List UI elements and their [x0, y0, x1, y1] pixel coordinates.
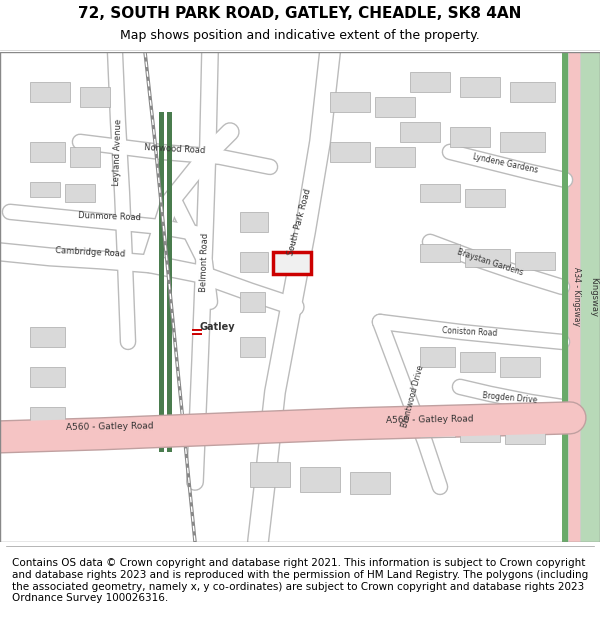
Polygon shape — [450, 127, 490, 147]
Text: A34 - Kingsway: A34 - Kingsway — [571, 268, 581, 326]
Text: South Park Road: South Park Road — [287, 188, 313, 256]
Polygon shape — [375, 97, 415, 117]
Polygon shape — [510, 82, 555, 102]
Polygon shape — [500, 357, 540, 377]
Text: Lyndene Gardens: Lyndene Gardens — [472, 152, 538, 175]
Bar — [273, 252, 311, 274]
Polygon shape — [500, 132, 545, 152]
Polygon shape — [350, 472, 390, 494]
Text: Leyland Avenue: Leyland Avenue — [112, 118, 124, 186]
Polygon shape — [375, 147, 415, 167]
Text: 72, SOUTH PARK ROAD, GATLEY, CHEADLE, SK8 4AN: 72, SOUTH PARK ROAD, GATLEY, CHEADLE, SK… — [79, 6, 521, 21]
Polygon shape — [460, 422, 500, 442]
Polygon shape — [30, 407, 65, 427]
Text: Norwood Road: Norwood Road — [144, 142, 206, 155]
Polygon shape — [420, 417, 455, 437]
Text: Map shows position and indicative extent of the property.: Map shows position and indicative extent… — [120, 29, 480, 42]
Polygon shape — [240, 252, 268, 272]
Polygon shape — [30, 142, 65, 162]
Polygon shape — [515, 252, 555, 270]
Polygon shape — [70, 147, 100, 167]
Text: Brogden Drive: Brogden Drive — [482, 391, 538, 405]
Polygon shape — [420, 244, 460, 262]
Polygon shape — [460, 77, 500, 97]
Polygon shape — [568, 52, 580, 542]
Polygon shape — [460, 352, 495, 372]
Text: Cambridge Road: Cambridge Road — [55, 246, 125, 258]
Polygon shape — [465, 249, 510, 267]
Polygon shape — [65, 184, 95, 202]
Text: Gatley: Gatley — [200, 322, 236, 332]
Polygon shape — [568, 52, 600, 542]
Bar — [562, 52, 568, 542]
Text: A560 - Gatley Road: A560 - Gatley Road — [66, 422, 154, 432]
Text: Belmont Road: Belmont Road — [199, 232, 211, 292]
Polygon shape — [420, 184, 460, 202]
Text: Brentwood Drive: Brentwood Drive — [400, 365, 425, 429]
Text: Kingsway: Kingsway — [589, 277, 599, 317]
Polygon shape — [330, 92, 370, 112]
Polygon shape — [30, 82, 70, 102]
Text: Dunmore Road: Dunmore Road — [79, 211, 142, 222]
Polygon shape — [240, 212, 268, 232]
Polygon shape — [240, 337, 265, 357]
Polygon shape — [505, 424, 545, 444]
Polygon shape — [250, 462, 290, 487]
Bar — [167, 112, 172, 452]
Polygon shape — [330, 142, 370, 162]
Text: Braystan Gardens: Braystan Gardens — [456, 247, 524, 277]
Bar — [192, 329, 202, 335]
Polygon shape — [80, 87, 110, 107]
Polygon shape — [30, 367, 65, 387]
Text: Contains OS data © Crown copyright and database right 2021. This information is : Contains OS data © Crown copyright and d… — [12, 558, 588, 603]
Bar — [159, 112, 164, 452]
Polygon shape — [30, 182, 60, 197]
Polygon shape — [410, 72, 450, 92]
Polygon shape — [465, 189, 505, 207]
Polygon shape — [300, 467, 340, 492]
Text: A560 - Gatley Road: A560 - Gatley Road — [386, 414, 474, 425]
Polygon shape — [400, 122, 440, 142]
Polygon shape — [240, 292, 265, 312]
Text: Coniston Road: Coniston Road — [442, 326, 498, 338]
Polygon shape — [420, 347, 455, 367]
Polygon shape — [30, 327, 65, 347]
